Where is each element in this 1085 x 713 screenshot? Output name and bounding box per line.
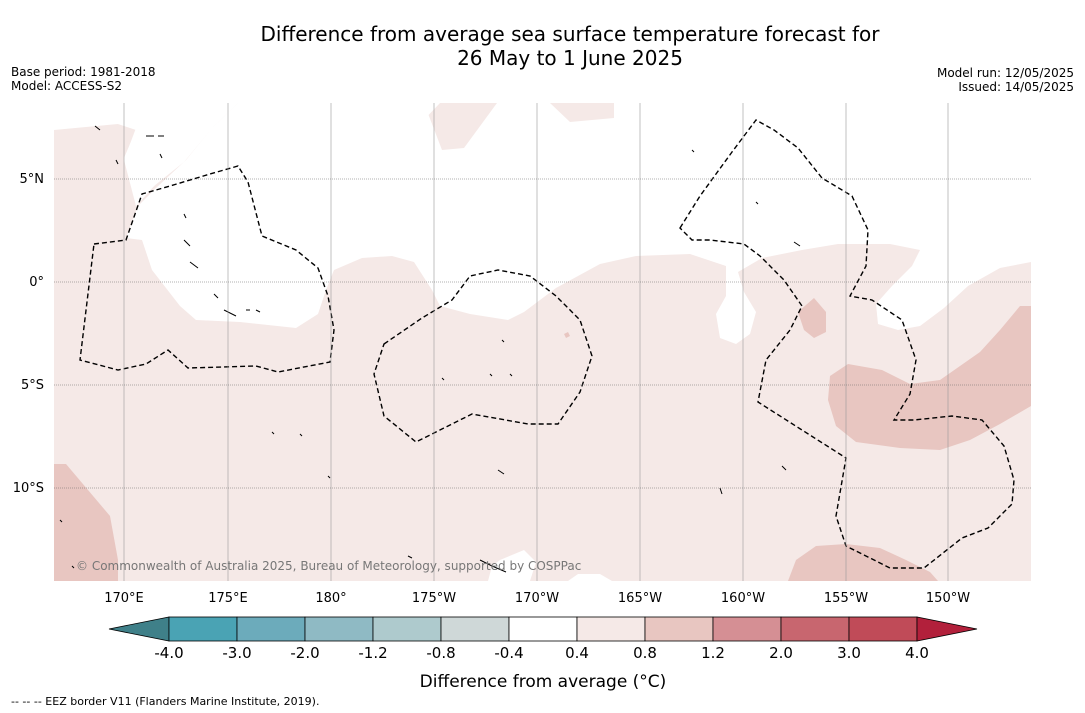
colorbar-bin [372, 616, 442, 642]
colorbar-bin [576, 616, 646, 642]
eez-border-kiribati-line [679, 119, 1015, 569]
colorbar-tick-label: -3.0 [222, 644, 251, 662]
colorbar-tick-label: -4.0 [154, 644, 183, 662]
warm-dot [564, 332, 570, 338]
colorbar-bin [304, 616, 374, 642]
colorbar-bin [644, 616, 714, 642]
colorbar-extend-low [108, 616, 170, 642]
islands [59, 125, 801, 573]
eez-border-tuvalu-tokelau [373, 269, 593, 443]
colorbar-bin [712, 616, 782, 642]
base-period: Base period: 1981-2018 [11, 65, 156, 79]
map-panel [54, 103, 1031, 581]
longitude-label: 175°W [412, 591, 456, 606]
longitude-label: 165°W [618, 591, 662, 606]
colorbar-extend-high [916, 616, 978, 642]
latitude-label: 5°S [21, 378, 44, 393]
colorbar: -4.0 -3.0 -2.0 -1.2 -0.8 -0.4 0.4 0.8 1.2 2.0 3.0 4… [108, 616, 978, 662]
latitude-label: 5°N [20, 172, 45, 187]
colorbar-tick-label: 2.0 [769, 644, 793, 662]
issued-date: Issued: 14/05/2025 [958, 80, 1074, 94]
longitude-label: 175°E [208, 591, 248, 606]
eez-footnote: -- -- -- EEZ border V11 (Flanders Marine… [11, 695, 320, 708]
map-title: Difference from average sea surface temp… [0, 22, 1085, 70]
colorbar-tick-label: -2.0 [290, 644, 319, 662]
map-title-line2: 26 May to 1 June 2025 [457, 46, 683, 70]
latitude-label: 10°S [13, 481, 44, 496]
warm-region-southwest [54, 464, 118, 581]
colorbar-bin [508, 616, 578, 642]
longitude-label: 180° [315, 591, 346, 606]
meta-right: Model run: 12/05/2025 Issued: 14/05/2025 [937, 66, 1074, 94]
longitude-label: 150°W [926, 591, 970, 606]
warm-region-east [828, 306, 1031, 450]
colorbar-tick-label: -0.4 [494, 644, 523, 662]
colorbar-tick-label: 4.0 [905, 644, 929, 662]
longitude-label: 160°W [721, 591, 765, 606]
copyright-text: © Commonwealth of Australia 2025, Bureau… [76, 559, 581, 573]
latitude-label: 0° [29, 275, 44, 290]
neutral-region-south2 [568, 574, 612, 581]
island [59, 125, 801, 573]
model-run: Model run: 12/05/2025 [936, 66, 1074, 80]
colorbar-tick-label: 0.8 [633, 644, 657, 662]
eez-border-kiribati-gilbert [79, 165, 335, 373]
model-name: Model: ACCESS-S2 [11, 79, 123, 93]
neutral-region-south [488, 550, 536, 581]
colorbar-bin [848, 616, 918, 642]
eez-borders [79, 119, 1015, 569]
colorbar-tick-label: 1.2 [701, 644, 725, 662]
colorbar-tick-label: -0.8 [426, 644, 455, 662]
neutral-region-north [126, 103, 1031, 344]
colorbar-bin [440, 616, 510, 642]
longitude-label: 155°W [824, 591, 868, 606]
meta-left: Base period: 1981-2018 Model: ACCESS-S2 [11, 65, 156, 93]
colorbar-tick-label: 3.0 [837, 644, 861, 662]
warm-region-small [798, 298, 826, 338]
colorbar-title: Difference from average (°C) [420, 672, 667, 692]
longitude-labels: 170°E 175°E 180° 175°W 170°W 165°W 160°W 155°W 1… [104, 591, 970, 606]
neutral-region-northwest [54, 103, 238, 204]
map-gridlines [54, 103, 1031, 581]
longitude-label: 170°E [104, 591, 144, 606]
colorbar-bin [168, 616, 238, 642]
colorbar-bin [780, 616, 850, 642]
warm-region-south [788, 544, 938, 581]
latitude-labels: 5°N 0° 5°S 10°S [13, 172, 44, 496]
longitude-label: 170°W [515, 591, 559, 606]
map-title-line1: Difference from average sea surface temp… [260, 22, 880, 46]
colorbar-tick-label: 0.4 [565, 644, 589, 662]
colorbar-tick-label: -1.2 [358, 644, 387, 662]
colorbar-bin [236, 616, 306, 642]
